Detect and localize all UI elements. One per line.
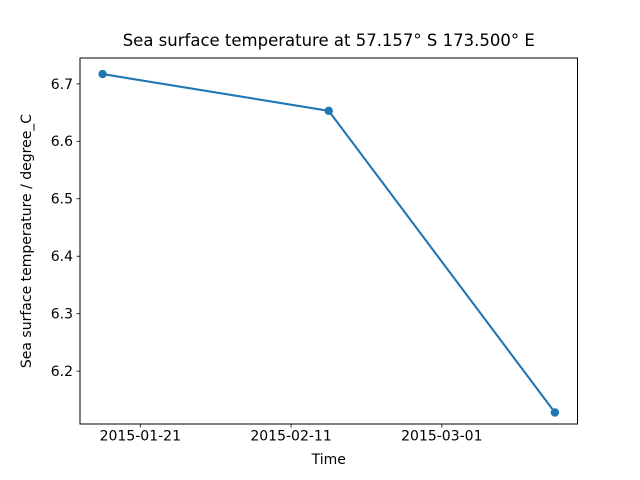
y-tick-label: 6.5 (51, 192, 73, 208)
x-axis-label: Time (311, 452, 346, 468)
y-tick-label: 6.7 (51, 77, 73, 93)
x-axis-ticks: 2015-01-21 2015-02-11 2015-03-01 (100, 424, 483, 445)
y-tick-label: 6.3 (51, 307, 73, 323)
data-point-marker (98, 69, 107, 79)
y-axis-label: Sea surface temperature / degree_C (19, 114, 35, 368)
data-point-marker (550, 408, 560, 417)
axes-frame (79, 57, 578, 425)
data-series (98, 69, 560, 417)
chart-title: Sea surface temperature at 57.157° S 173… (123, 31, 535, 50)
y-axis-ticks: 6.2 6.3 6.4 6.5 6.6 6.7 (51, 77, 80, 380)
y-tick-label: 6.4 (51, 249, 73, 265)
x-tick-label: 2015-02-11 (250, 429, 331, 445)
x-tick-label: 2015-03-01 (401, 429, 482, 445)
temperature-line (101, 73, 556, 414)
y-tick-label: 6.2 (51, 364, 73, 380)
x-tick-label: 2015-01-21 (100, 429, 181, 445)
data-point-marker (324, 106, 333, 116)
y-tick-label: 6.6 (51, 134, 73, 150)
